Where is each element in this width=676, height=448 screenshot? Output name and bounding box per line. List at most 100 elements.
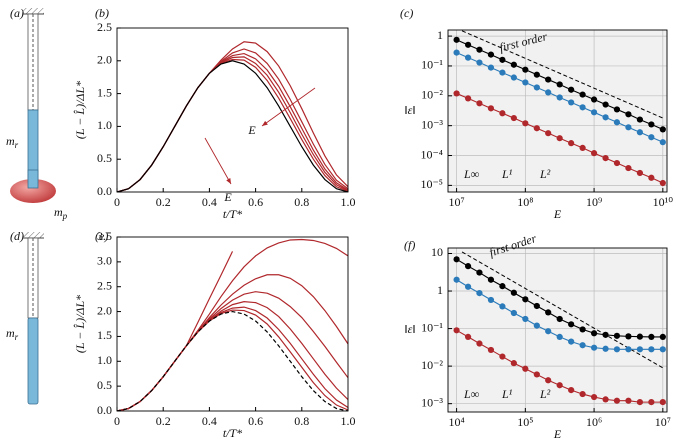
y-tick-label: 0.0	[97, 403, 112, 417]
y-tick-label: 10⁻³	[421, 395, 443, 409]
data-point	[590, 96, 598, 103]
data-point	[556, 382, 563, 389]
data-point	[602, 114, 609, 121]
data-point	[533, 71, 540, 78]
y-tick-label: 10⁻¹	[421, 320, 443, 334]
data-point	[545, 328, 552, 335]
y-tick-label: 1.0	[97, 118, 112, 132]
data-point	[659, 126, 666, 133]
plot-area	[117, 238, 348, 411]
data-point	[568, 338, 575, 345]
x-axis-label: E	[553, 207, 562, 221]
data-point	[545, 89, 552, 96]
data-point	[510, 114, 517, 122]
plot-background	[448, 30, 667, 192]
data-point	[522, 120, 529, 127]
data-point	[659, 346, 666, 353]
data-point	[659, 179, 666, 187]
panel-label: (e)	[95, 229, 108, 243]
series-line	[117, 52, 348, 192]
data-point	[556, 135, 563, 142]
panel-label: (f)	[404, 238, 415, 252]
data-point	[636, 169, 644, 177]
x-tick-label: 0.4	[202, 414, 217, 428]
x-tick-label: 0.2	[156, 414, 171, 428]
data-point	[487, 276, 495, 283]
data-point	[487, 105, 495, 112]
data-point	[602, 396, 609, 403]
y-tick-label: 10⁻²	[421, 88, 443, 102]
data-point	[476, 59, 483, 66]
diagram-a: (a) mr mp	[6, 6, 68, 221]
series-line	[117, 56, 348, 192]
y-tick-label: 2.0	[97, 303, 112, 317]
y-axis-label: (L − L̂)/ΔL*	[73, 295, 87, 353]
data-point	[625, 124, 632, 131]
data-point	[625, 111, 632, 118]
mass-sub: r	[15, 140, 19, 150]
arrow-head	[262, 120, 268, 126]
data-point	[568, 86, 575, 93]
data-point	[464, 95, 472, 102]
data-point	[648, 333, 655, 341]
x-tick-label: 10⁴	[448, 415, 464, 429]
data-point	[602, 154, 609, 162]
y-tick-label: 3.0	[97, 254, 112, 268]
mass-disk	[10, 179, 56, 203]
data-point	[476, 269, 483, 276]
data-point	[648, 399, 655, 406]
data-point	[625, 346, 632, 353]
data-point	[579, 326, 586, 333]
series-line	[117, 309, 348, 411]
data-point	[556, 315, 563, 323]
plot-frame	[447, 29, 668, 193]
y-axis-label: (L − L̂)/ΔL*	[73, 81, 87, 139]
series-line	[117, 41, 348, 192]
x-tick-label: 0.6	[248, 414, 263, 428]
legend-entry: L¹	[501, 387, 513, 401]
mass-label: mr	[6, 326, 19, 342]
x-tick-label: 10⁷	[655, 415, 671, 429]
data-point	[579, 144, 586, 151]
data-point	[453, 36, 460, 43]
legend-entry: L∞	[463, 167, 480, 181]
data-point	[510, 289, 517, 296]
x-tick-label: 10⁷	[448, 195, 464, 209]
x-axis-label: t/T*	[223, 207, 242, 221]
data-point	[648, 134, 655, 141]
x-tick-label: 0.6	[248, 195, 263, 209]
data-point	[636, 346, 644, 353]
mass-sub: p	[62, 211, 68, 221]
data-point	[579, 342, 586, 349]
x-tick-label: 10⁵	[517, 415, 533, 429]
y-tick-label: 10⁻⁵	[420, 177, 443, 191]
y-tick-label: 2.5	[97, 20, 112, 34]
legend-entry: L²	[539, 387, 551, 401]
x-tick-label: 1.0	[341, 195, 356, 209]
data-point	[533, 371, 540, 378]
support	[22, 8, 44, 14]
mass-sub: r	[15, 332, 19, 342]
y-axis-label: ‖ε‖	[404, 322, 415, 336]
data-point	[476, 100, 483, 107]
panel-label: (a)	[10, 6, 24, 20]
mass-base: m	[6, 134, 15, 148]
chart: 0 0.2 0.4 0.6 0.8 1.0 0.0 0.5 1.0 1.5 2.0 2.5(b) t/T…	[73, 6, 356, 221]
data-point	[556, 333, 563, 341]
data-point	[602, 101, 609, 108]
series-line	[117, 60, 348, 192]
annotation: E	[247, 123, 256, 137]
data-point	[659, 399, 666, 406]
data-point	[648, 346, 655, 353]
panel-label: (c)	[400, 6, 413, 20]
data-point	[613, 119, 621, 126]
x-tick-label: 10⁹	[586, 195, 602, 209]
x-tick-label: 0.2	[156, 195, 171, 209]
data-point	[464, 54, 472, 61]
y-tick-label: 10⁻⁴	[420, 147, 443, 161]
data-point	[545, 309, 552, 316]
data-point	[613, 397, 621, 404]
y-tick-label: 3.5	[97, 229, 112, 243]
data-point	[648, 121, 655, 128]
